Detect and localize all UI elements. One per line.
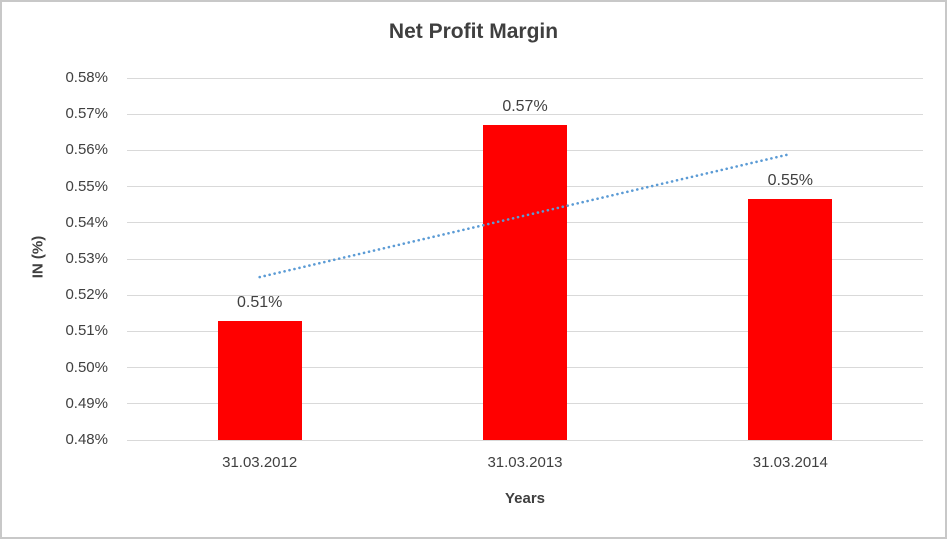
chart-title: Net Profit Margin [388,20,559,43]
y-axis-tick-label: 0.49% [65,394,108,412]
y-axis-tick-label: 0.52% [65,286,108,304]
y-axis-tick-label: 0.50% [65,358,108,376]
x-axis-title: Years [504,490,546,507]
y-axis-tick-label: 0.55% [65,177,108,195]
y-axis-tick-label: 0.57% [65,105,108,123]
y-axis-tick-label: 0.56% [65,141,108,159]
x-axis-tick-label: 31.03.2012 [222,454,298,471]
gridline [127,77,923,79]
bar-31.03.2013 [483,125,567,440]
y-axis-tick-label: 0.53% [65,250,108,267]
y-axis-tick-label: 0.48% [65,431,108,448]
y-axis-tick-label: 0.58% [65,69,108,86]
gridline [127,113,923,115]
x-axis-tick-label: 31.03.2013 [487,454,563,471]
bar-data-label: 0.55% [767,172,814,190]
bar-data-label: 0.57% [502,98,548,116]
bar-data-label: 0.51% [236,293,283,311]
y-axis-tick-label: 0.54% [65,213,108,231]
gridline [127,439,923,441]
bar-31.03.2012 [217,320,302,440]
x-axis-tick-label: 31.03.2014 [752,454,828,471]
bar-31.03.2014 [748,199,833,440]
y-axis-tick-label: 0.51% [65,322,108,340]
